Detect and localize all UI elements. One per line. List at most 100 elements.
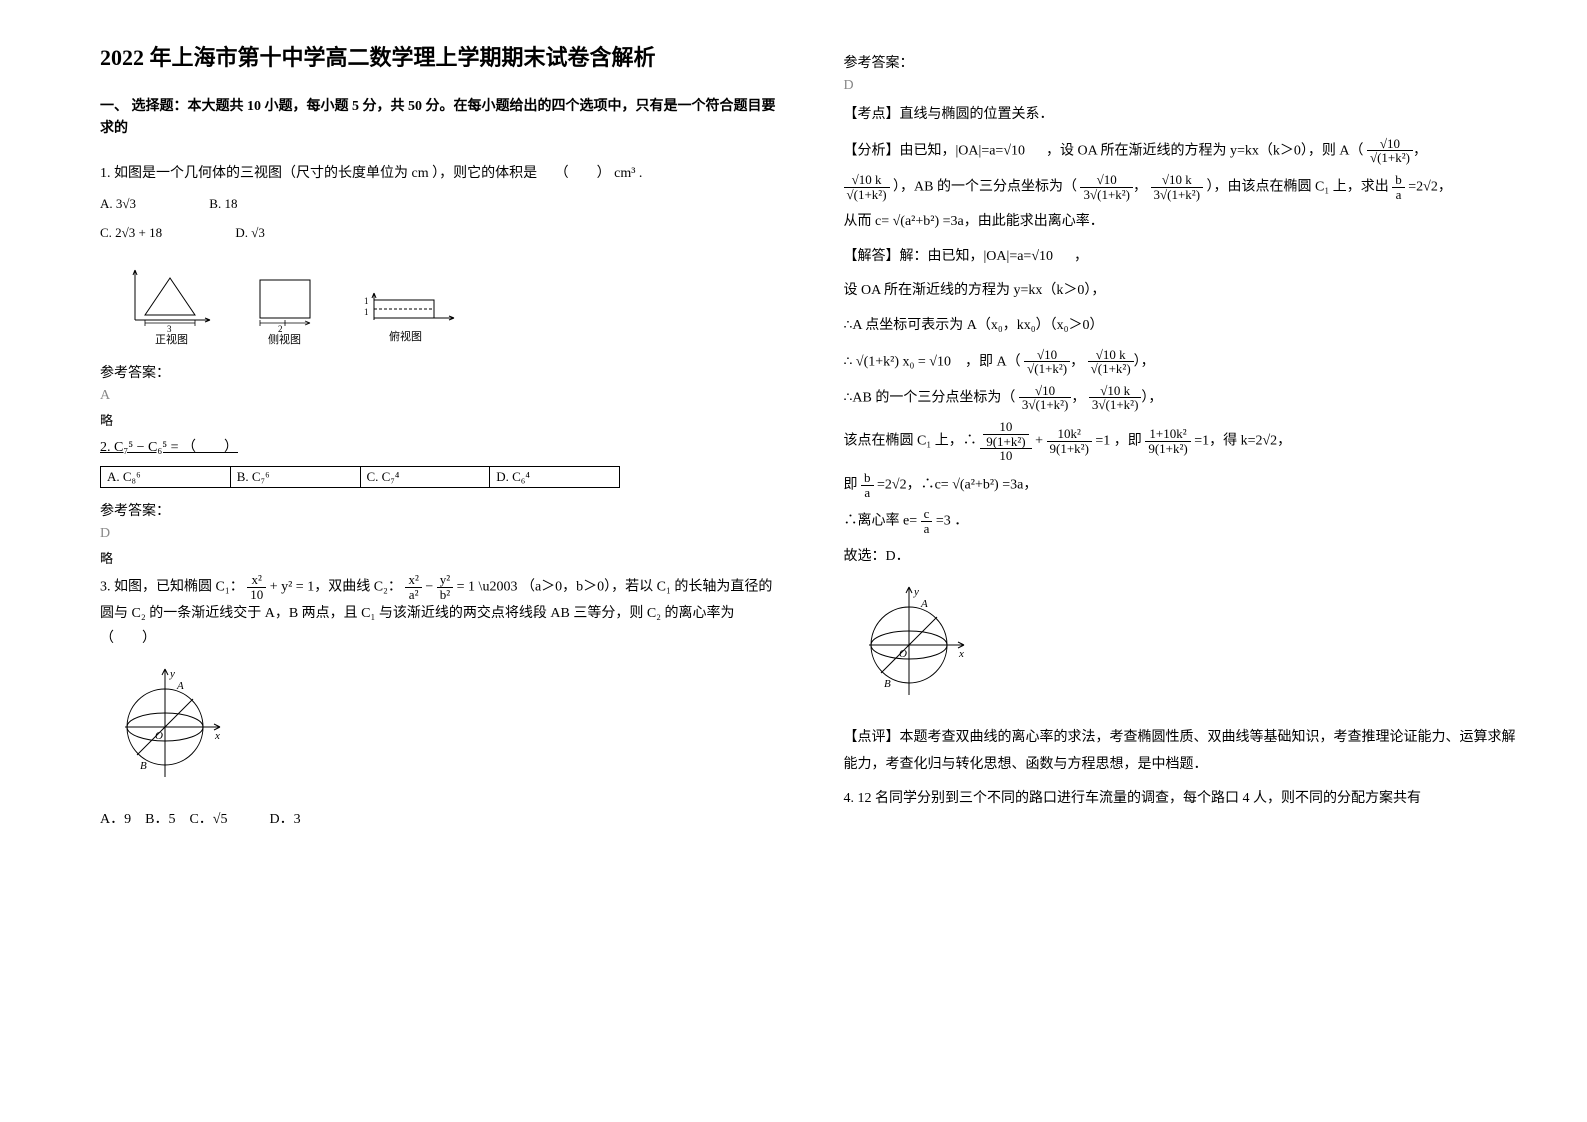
jd6b: =1 ，即 [1095, 434, 1145, 449]
q2-line: 2. C₇⁵ − C₆⁵ = （ ） [100, 435, 784, 460]
jd6c: =1，得 k=2√2， [1194, 434, 1291, 449]
r-fx2: √10 k√(1+k²) ），AB 的一个三分点坐标为（ √103√(1+k²)… [844, 173, 1528, 201]
q1-opt-b: B. 18 [209, 192, 237, 215]
r-jd1: 【解答】解：由已知，|OA|=a=√10 ， [844, 244, 1528, 271]
svg-text:O: O [899, 648, 907, 660]
frac-D2: 10k²9(1+k²) [1047, 427, 1092, 455]
jd8a: ∴离心率 e= [844, 514, 921, 529]
r-ans: D [844, 78, 1528, 94]
q2-va: C₈⁶ [123, 469, 141, 484]
r-jd2: 设 OA 所在渐近线的方程为 y=kx（k＞0）， [844, 278, 1528, 305]
exam-title: 2022 年上海市第十中学高二数学理上学期期末试卷含解析 [100, 40, 784, 72]
q2-vb: C₇⁶ [252, 469, 270, 484]
kd-lbl: 【考点】 [844, 107, 900, 122]
frac-B2: √10 k√(1+k²) [1088, 348, 1134, 376]
r-jd3: ∴A 点坐标可表示为 A（x₀，kx₀）（x₀＞0） [844, 313, 1528, 340]
q2-note: 略 [100, 548, 784, 567]
frac-A1: √10√(1+k²) [1367, 137, 1413, 165]
q1-opt-a: A. 3√3 [100, 192, 136, 215]
svg-text:2: 2 [278, 324, 283, 334]
page: 2022 年上海市第十中学高二数学理上学期期末试卷含解析 一、 选择题：本大题共… [0, 0, 1587, 1122]
top-view-svg: 1 1 俯视图 [354, 285, 484, 345]
r-jd4: ∴ √(1+k²) x₀ = √10 ，即 A（ √10√(1+k²)， √10… [844, 348, 1528, 376]
left-column: 2022 年上海市第十中学高二数学理上学期期末试卷含解析 一、 选择题：本大题共… [100, 40, 814, 1102]
q2-ans: D [100, 526, 784, 542]
jd5-txt: ∴AB 的一个三分点坐标为（ [844, 390, 1016, 405]
top-view-label: 俯视图 [389, 329, 422, 343]
svg-text:A: A [920, 598, 928, 610]
side-view-label: 侧视图 [268, 332, 301, 345]
svg-text:A: A [176, 680, 184, 692]
jd8b: =3 ． [936, 514, 968, 529]
svg-text:O: O [155, 730, 163, 742]
q2-opt-table: A. C₈⁶ B. C₇⁶ C. C₇⁴ D. C₆⁴ [100, 466, 620, 488]
jd7c: =3a， [1002, 477, 1037, 492]
q1-ans-head: 参考答案： [100, 362, 784, 382]
frac-A3: √103√(1+k²) [1080, 173, 1133, 201]
svg-text:B: B [884, 678, 891, 690]
q1-note: 略 [100, 410, 784, 429]
q1-opts-row2: C. 2√3 + 18 D. √3 [100, 221, 784, 244]
q2-td: D. [496, 469, 509, 484]
r-jd8: ∴离心率 e= ca =3 ． [844, 507, 1528, 535]
fx2-txt: ），AB 的一个三分点坐标为（ [893, 179, 1077, 194]
q3-frac3: y²b² [437, 573, 453, 601]
q2-tb: B. [237, 469, 249, 484]
frac-C1: √103√(1+k²) [1019, 384, 1072, 412]
r-ans-head: 参考答案： [844, 52, 1528, 72]
q2-num: 2. [100, 440, 114, 455]
r-fx1: 【分析】由已知，|OA|=a=√10 ，设 OA 所在渐近线的方程为 y=kx（… [844, 137, 1528, 165]
frac-A4: √10 k3√(1+k²) [1151, 173, 1204, 201]
frac-ba2: ba [861, 471, 874, 499]
r-q4: 4. 12 名同学分别到三个不同的路口进行车流量的调查，每个路口 4 人，则不同… [844, 786, 1528, 813]
q1-opt-c: C. 2√3 + 18 [100, 221, 162, 244]
jd4a: ∴ [844, 354, 856, 369]
svg-text:1: 1 [364, 307, 369, 317]
table-row: A. C₈⁶ B. C₇⁶ C. C₇⁴ D. C₆⁴ [101, 466, 620, 487]
kd-txt: 直线与椭圆的位置关系． [900, 107, 1054, 122]
frac-C2: √10 k3√(1+k²) [1089, 384, 1142, 412]
jd1-txt: 解：由已知，|OA|=a=√10 ， [900, 249, 1089, 264]
r-fx3: 从而 c= √(a²+b²) =3a，由此能求出离心率． [844, 209, 1528, 236]
fx-lbl: 【分析】 [844, 143, 900, 158]
q3-svg: A B O x y [120, 662, 230, 792]
q2-ans-head: 参考答案： [100, 500, 784, 520]
svg-text:3: 3 [167, 324, 172, 334]
dp-txt: 本题考查双曲线的离心率的求法，考查椭圆性质、双曲线等基础知识，考查推理论证能力、… [844, 730, 1516, 772]
svg-text:y: y [913, 586, 919, 598]
q2-expr: C₇⁵ − C₆⁵ = （ ） [114, 440, 238, 455]
q3-t1: 3. 如图，已知椭圆 C₁： [100, 579, 244, 594]
q1-opts-row1: A. 3√3 B. 18 [100, 192, 784, 215]
jd4b: x₀ = √10 ，即 A（ [903, 354, 1021, 369]
frac-D1: 109(1+k²) 10 [980, 420, 1031, 463]
svg-text:B: B [140, 760, 147, 772]
svg-text:x: x [958, 648, 964, 660]
fx3-txt: ），由该点在椭圆 C₁ 上，求出 [1207, 179, 1389, 194]
q3-opts: A．9 B．5 C．√5 D．3 [100, 807, 784, 832]
r-figure: A B O x y [864, 580, 1528, 715]
q1-text: 1. 如图是一个几何体的三视图（尺寸的长度单位为 cm ），则它的体积是 （ ）… [100, 161, 784, 186]
three-view-svg: 3 正视图 2 侧视图 [120, 255, 350, 345]
fx6-txt: =3a，由此能求出离心率． [943, 214, 1104, 229]
r-jd9: 故选：D． [844, 544, 1528, 571]
dp-lbl: 【点评】 [844, 730, 900, 745]
jd7b: =2√2，∴c= [877, 477, 949, 492]
right-column: 参考答案： D 【考点】直线与椭圆的位置关系． 【分析】由已知，|OA|=a=√… [814, 40, 1528, 1102]
r-jd6: 该点在椭圆 C₁ 上，∴ 109(1+k²) 10 + 10k²9(1+k²) … [844, 420, 1528, 463]
frac-D3: 1+10k²9(1+k²) [1145, 427, 1190, 455]
jd6a: 该点在椭圆 C₁ 上，∴ [844, 434, 981, 449]
q3-frac1: x²10 [247, 573, 266, 601]
q2-tc: C. [367, 469, 379, 484]
q2-ta: A. [107, 469, 120, 484]
r-svg: A B O x y [864, 580, 974, 710]
q1-figure: 3 正视图 2 侧视图 [120, 255, 784, 350]
svg-text:1: 1 [364, 296, 369, 306]
q3-t2: + y² = 1，双曲线 C₂： [270, 579, 402, 594]
r-jd7: 即 ba =2√2，∴c= √(a²+b²) =3a， [844, 471, 1528, 499]
q1-ans: A [100, 388, 784, 404]
frac-B1: √10√(1+k²) [1024, 348, 1070, 376]
section-1-head: 一、 选择题：本大题共 10 小题，每小题 5 分，共 50 分。在每小题给出的… [100, 96, 784, 141]
q2-vc: C₇⁴ [382, 469, 400, 484]
frac-ba1: ba [1392, 173, 1405, 201]
jd7a: 即 [844, 477, 862, 492]
